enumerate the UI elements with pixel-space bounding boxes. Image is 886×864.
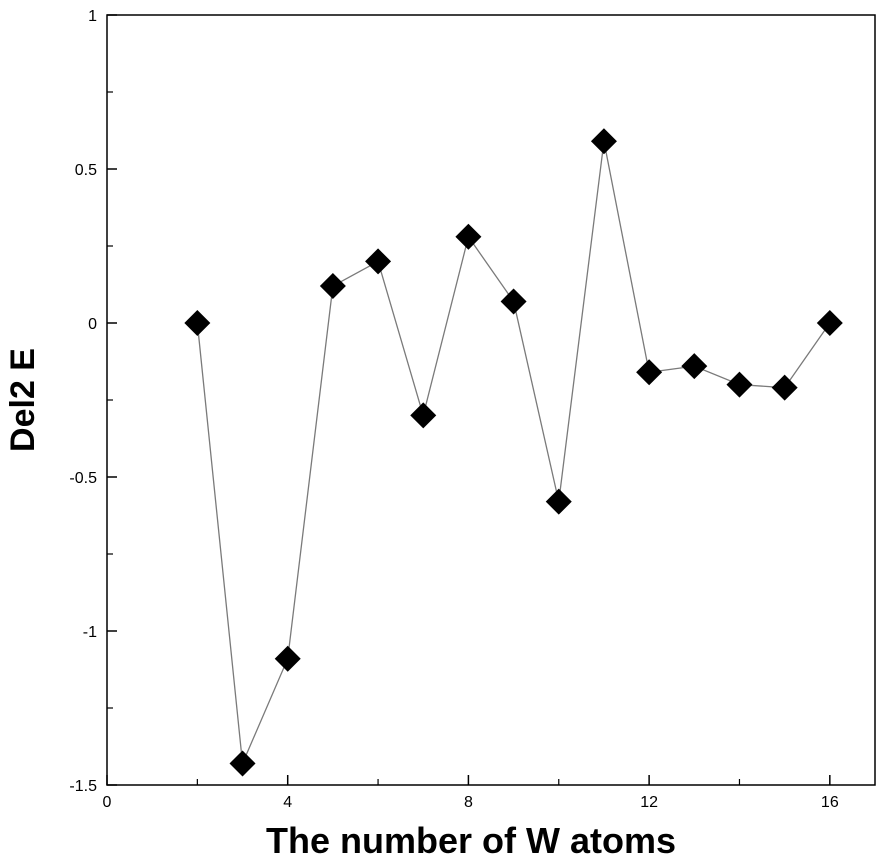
y-tick-label: -1 (83, 624, 97, 641)
data-point-marker (319, 273, 346, 300)
data-point-marker (274, 645, 301, 672)
data-point-marker (184, 310, 211, 336)
y-tick-label: 1 (88, 8, 97, 25)
y-tick-label: 0 (88, 316, 97, 333)
data-point-marker (410, 402, 437, 429)
x-axis: 0 4 8 12 16 (103, 775, 839, 811)
data-point-marker (771, 374, 798, 401)
data-point-marker (365, 248, 392, 275)
plot-frame (106, 14, 876, 786)
x-tick-label: 16 (821, 794, 839, 811)
data-point-marker (590, 128, 617, 155)
x-axis-title: The number of W atoms (266, 820, 676, 861)
series-line (196, 141, 831, 766)
y-axis-title: Del2 E (4, 348, 42, 452)
data-point-marker (455, 223, 482, 250)
data-point-marker (816, 310, 843, 336)
x-tick-label: 12 (640, 794, 658, 811)
x-tick-label: 0 (103, 794, 112, 811)
y-tick-label: 0.5 (75, 162, 97, 179)
data-point-marker (681, 353, 708, 380)
data-point-marker (726, 371, 753, 398)
minor-ticks (107, 91, 741, 785)
data-markers (184, 128, 843, 777)
y-axis: -1.5 -1 -0.5 0 0.5 1 (69, 8, 117, 795)
data-point-marker (636, 359, 663, 386)
x-tick-label: 8 (464, 794, 473, 811)
y-tick-label: -0.5 (69, 470, 97, 487)
data-point-marker (229, 750, 256, 777)
x-tick-label: 4 (283, 794, 292, 811)
data-point-marker (500, 288, 527, 315)
data-point-marker (545, 488, 572, 515)
y-tick-label: -1.5 (69, 778, 97, 795)
